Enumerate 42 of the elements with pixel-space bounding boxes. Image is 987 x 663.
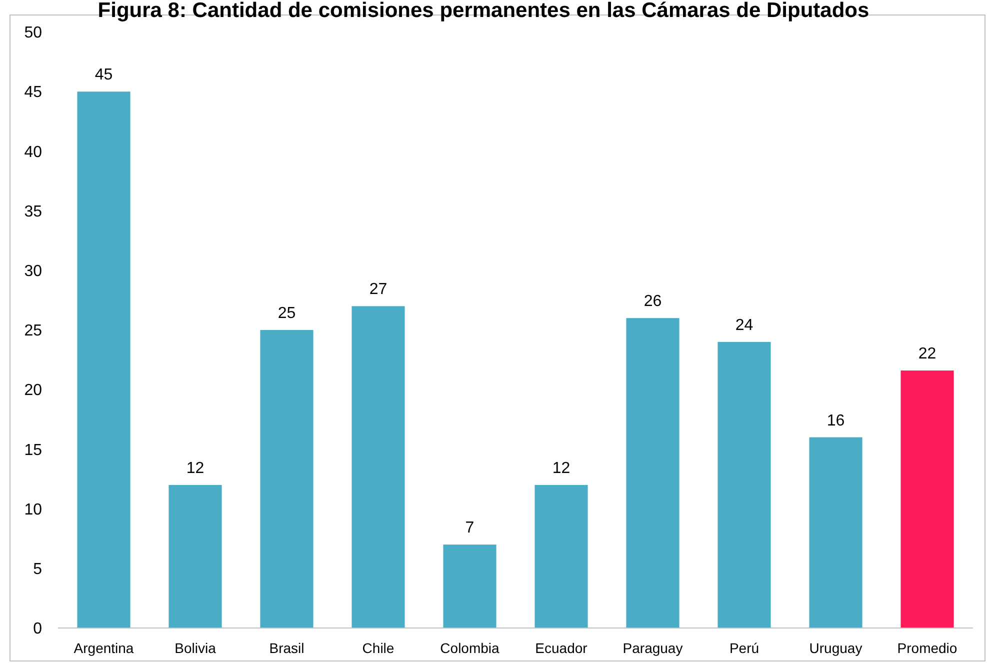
- bar: [900, 370, 954, 628]
- data-label: 12: [552, 460, 570, 477]
- data-label: 7: [465, 520, 474, 537]
- x-tick-label: Perú: [729, 640, 760, 656]
- data-label: 22: [918, 346, 936, 363]
- x-tick-label: Ecuador: [535, 640, 588, 656]
- y-tick-label: 50: [24, 24, 42, 42]
- data-label: 12: [186, 460, 204, 477]
- y-tick-label: 5: [33, 561, 42, 578]
- y-tick-label: 20: [24, 382, 42, 400]
- data-label: 16: [826, 412, 845, 430]
- y-tick-label: 15: [24, 442, 42, 459]
- y-tick-label: 0: [33, 620, 42, 638]
- y-tick-label: 10: [24, 501, 42, 518]
- bar: [77, 92, 130, 628]
- data-label: 45: [94, 66, 113, 84]
- y-tick-label: 40: [24, 144, 42, 161]
- x-tick-label: Paraguay: [622, 640, 683, 656]
- y-tick-label: 30: [24, 263, 42, 280]
- bar: [352, 306, 405, 628]
- x-tick-label: Uruguay: [809, 640, 862, 656]
- bar: [626, 318, 680, 628]
- y-tick-label: 25: [24, 322, 42, 340]
- bar: [168, 484, 222, 628]
- data-label: 27: [369, 281, 388, 298]
- chart-title: Figura 8: Cantidad de comisiones permanentes en las Cámaras de Diputados: [98, 0, 870, 22]
- bar: [809, 437, 862, 628]
- y-tick-label: 35: [24, 203, 42, 220]
- bar: [534, 484, 588, 628]
- x-tick-label: Colombia: [440, 640, 500, 656]
- bar: [443, 544, 496, 628]
- x-tick-label: Promedio: [897, 640, 958, 656]
- data-label: 24: [735, 316, 754, 334]
- bar: [718, 342, 771, 628]
- bar: [260, 330, 314, 628]
- x-tick-label: Chile: [362, 640, 394, 656]
- x-tick-label: Bolivia: [174, 640, 216, 656]
- x-tick-label: Brasil: [269, 640, 304, 656]
- y-tick-label: 45: [24, 84, 42, 102]
- x-tick-label: Argentina: [74, 640, 134, 656]
- data-label: 26: [644, 293, 662, 310]
- data-label: 25: [278, 305, 296, 322]
